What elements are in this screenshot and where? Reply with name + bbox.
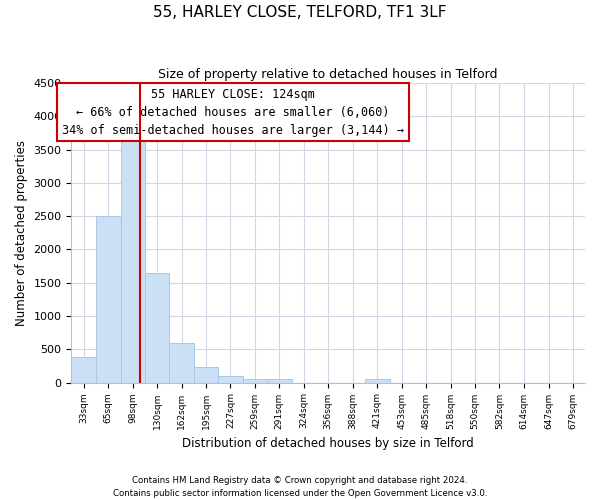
Text: 55 HARLEY CLOSE: 124sqm
← 66% of detached houses are smaller (6,060)
34% of semi: 55 HARLEY CLOSE: 124sqm ← 66% of detache… — [62, 88, 404, 136]
Bar — [194, 366, 218, 382]
Bar — [95, 216, 121, 382]
Text: 55, HARLEY CLOSE, TELFORD, TF1 3LF: 55, HARLEY CLOSE, TELFORD, TF1 3LF — [153, 5, 447, 20]
Bar — [218, 376, 242, 382]
Bar — [365, 379, 389, 382]
Bar — [71, 358, 95, 382]
Y-axis label: Number of detached properties: Number of detached properties — [15, 140, 28, 326]
Text: Contains HM Land Registry data © Crown copyright and database right 2024.
Contai: Contains HM Land Registry data © Crown c… — [113, 476, 487, 498]
Bar — [121, 133, 145, 382]
Bar — [169, 342, 194, 382]
X-axis label: Distribution of detached houses by size in Telford: Distribution of detached houses by size … — [182, 437, 474, 450]
Bar — [145, 274, 169, 382]
Bar — [267, 379, 292, 382]
Bar — [242, 378, 267, 382]
Title: Size of property relative to detached houses in Telford: Size of property relative to detached ho… — [158, 68, 498, 80]
